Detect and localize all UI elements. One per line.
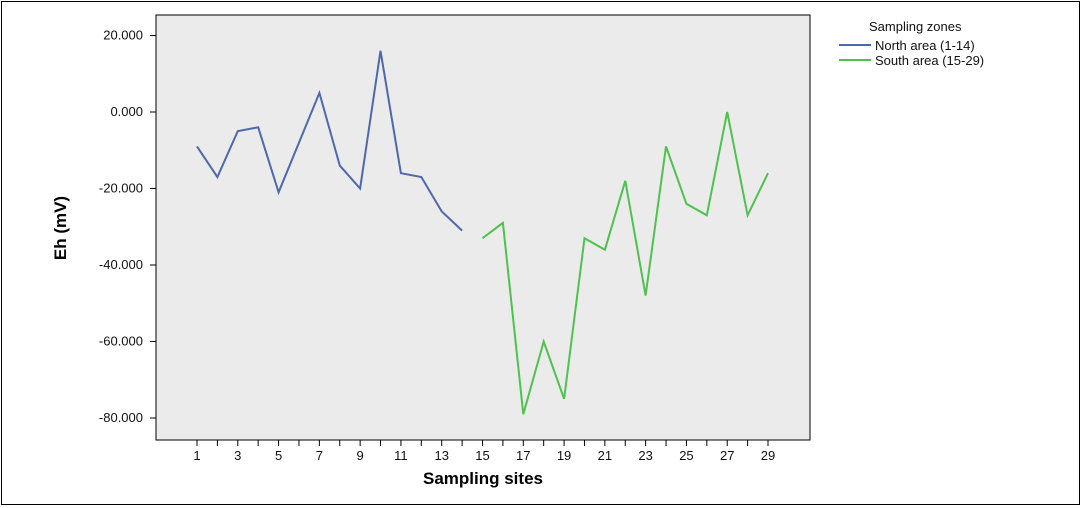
- data-point: [461, 230, 463, 232]
- data-point: [665, 146, 667, 148]
- series-layer: [196, 50, 769, 415]
- data-point: [359, 188, 361, 190]
- x-tick-label: 13: [434, 448, 448, 463]
- x-tick-label: 21: [598, 448, 612, 463]
- data-point: [604, 249, 606, 251]
- y-axis-title: Eh (mV): [51, 196, 70, 260]
- y-tick-label: -80.000: [99, 410, 143, 425]
- data-point: [237, 130, 239, 132]
- data-point: [380, 50, 382, 52]
- x-axis: 1 3 5 7 9 11 13 15 17 19 21 23 25 27 29: [193, 440, 775, 463]
- data-point: [441, 211, 443, 213]
- data-point: [645, 295, 647, 297]
- data-point: [726, 111, 728, 113]
- data-point: [339, 165, 341, 167]
- data-point: [563, 398, 565, 400]
- data-point: [624, 180, 626, 182]
- y-tick-label: -60.000: [99, 334, 143, 349]
- x-tick-label: 27: [720, 448, 734, 463]
- legend-label: North area (1-14): [875, 38, 975, 53]
- data-point: [278, 192, 280, 194]
- data-point: [421, 176, 423, 178]
- x-tick-label: 17: [516, 448, 530, 463]
- x-tick-label: 15: [475, 448, 489, 463]
- legend-items: North area (1-14)South area (15-29): [839, 38, 984, 68]
- data-point: [584, 237, 586, 239]
- plot-area: [155, 14, 811, 441]
- legend-label: South area (15-29): [875, 53, 984, 68]
- data-point: [767, 172, 769, 174]
- x-tick-label: 23: [638, 448, 652, 463]
- y-tick-label: -20.000: [99, 181, 143, 196]
- data-point: [543, 341, 545, 343]
- x-tick-label: 11: [394, 448, 408, 463]
- x-tick-label: 9: [357, 448, 364, 463]
- data-point: [706, 214, 708, 216]
- data-point: [319, 92, 321, 94]
- legend-title: Sampling zones: [869, 19, 962, 34]
- y-tick-label: 20.000: [103, 28, 143, 43]
- x-tick-label: 29: [761, 448, 775, 463]
- x-axis-title: Sampling sites: [423, 469, 543, 488]
- x-tick-label: 7: [316, 448, 323, 463]
- legend: Sampling zones North area (1-14)South ar…: [839, 19, 984, 68]
- series-line-south: [481, 111, 769, 415]
- x-tick-label: 3: [234, 448, 241, 463]
- data-point: [502, 222, 504, 224]
- data-point: [298, 142, 300, 144]
- y-tick-label: -40.000: [99, 257, 143, 272]
- y-tick-label: 0.000: [110, 104, 143, 119]
- data-point: [747, 214, 749, 216]
- y-axis: 20.000 0.000 -20.000 -40.000 -60.000 -80.000: [99, 28, 156, 425]
- data-point: [217, 176, 219, 178]
- data-point: [257, 127, 259, 129]
- x-tick-label: 25: [679, 448, 693, 463]
- x-tick-label: 1: [193, 448, 200, 463]
- data-point: [400, 172, 402, 174]
- x-tick-label: 19: [557, 448, 571, 463]
- data-point: [482, 237, 484, 239]
- series-line-north: [196, 50, 463, 232]
- data-point: [686, 203, 688, 205]
- data-point: [196, 146, 198, 148]
- data-point: [522, 413, 524, 415]
- x-tick-label: 5: [275, 448, 282, 463]
